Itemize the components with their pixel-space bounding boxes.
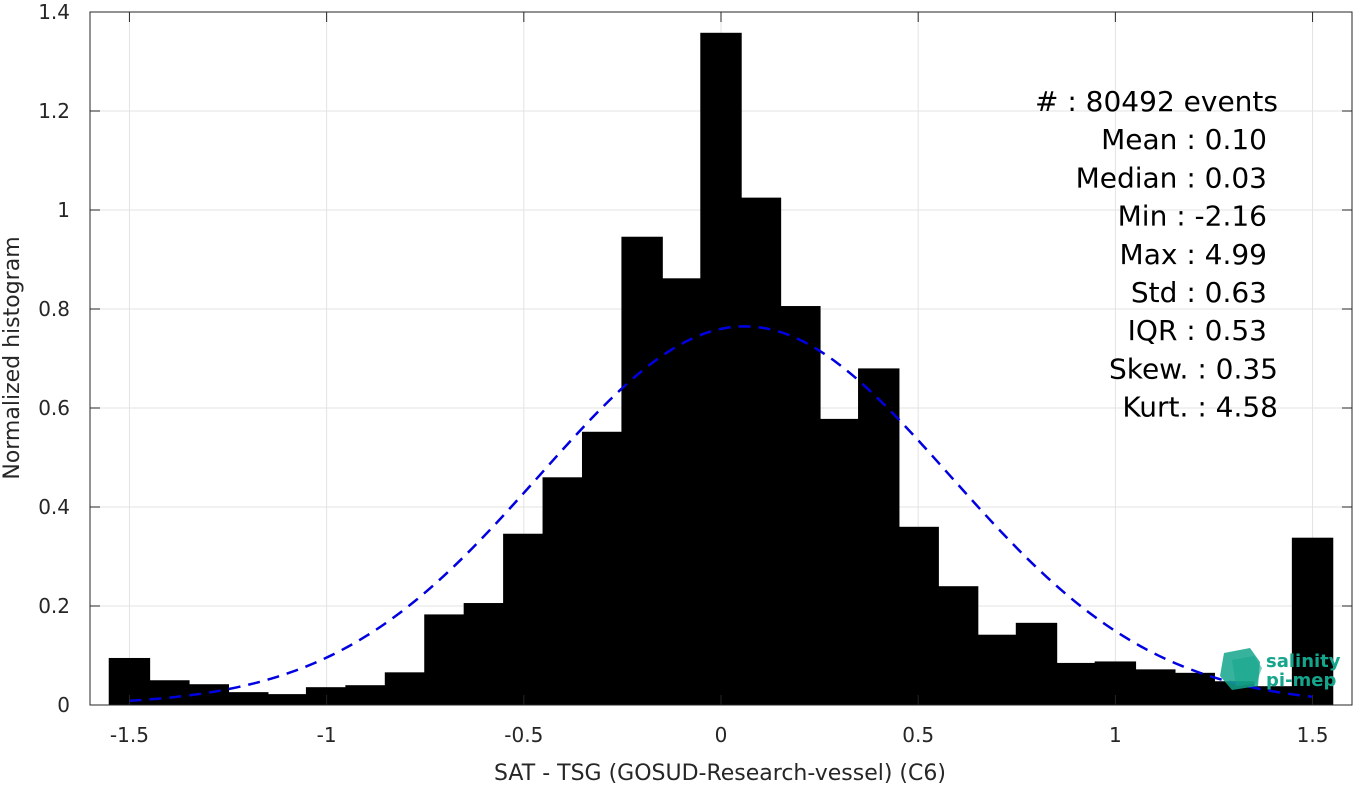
- y-tick-label-6: 1.2: [38, 99, 70, 123]
- x-tick-label-4: 0.5: [902, 723, 934, 747]
- logo-mark-icon: [1220, 648, 1262, 690]
- ticks: [90, 11, 1352, 706]
- stat-line-4: Max : 4.99: [1120, 238, 1267, 271]
- bar-11: [542, 477, 584, 705]
- bar-10: [503, 533, 545, 705]
- y-tick-labels: 0 0.2 0.4 0.6 0.8 1 1.2 1.4: [38, 0, 70, 717]
- bar-26: [1134, 669, 1176, 705]
- bars: [108, 32, 1334, 706]
- bar-27: [1173, 672, 1215, 705]
- y-tick-label-0: 0: [57, 693, 70, 717]
- bar-22: [976, 634, 1018, 705]
- stat-line-5: Std : 0.63: [1131, 276, 1267, 309]
- y-tick-label-1: 0.2: [38, 594, 70, 618]
- stat-line-6: IQR : 0.53: [1128, 314, 1267, 347]
- stat-line-1: Mean : 0.10: [1101, 123, 1267, 156]
- x-tick-label-0: -1.5: [110, 723, 149, 747]
- bar-18: [818, 418, 861, 705]
- logo-line1: salinity: [1266, 651, 1341, 672]
- bar-29: [1252, 686, 1294, 705]
- y-axis-label: Normalized histogram: [0, 236, 25, 479]
- bar-15: [700, 32, 742, 706]
- x-tick-label-2: -0.5: [504, 723, 543, 747]
- bar-6: [345, 685, 387, 705]
- y-tick-label-3: 0.6: [38, 396, 70, 420]
- bar-12: [581, 431, 624, 705]
- bar-2: [187, 684, 230, 705]
- x-tick-label-1: -1: [317, 723, 337, 747]
- stat-line-2: Median : 0.03: [1076, 161, 1267, 194]
- salinity-pimep-logo: salinity pi-mep: [1220, 648, 1341, 691]
- x-tick-labels: -1.5 -1 -0.5 0 0.5 1 1.5: [110, 723, 1329, 747]
- stat-line-8: Kurt. : 4.58: [1122, 391, 1278, 424]
- bar-4: [266, 694, 308, 705]
- x-tick-label-3: 0: [715, 723, 728, 747]
- y-tick-label-5: 1: [57, 198, 70, 222]
- bar-14: [660, 278, 703, 705]
- bar-21: [936, 586, 979, 705]
- bar-24: [1055, 662, 1097, 705]
- bar-13: [621, 236, 663, 706]
- stat-line-7: Skew. : 0.35: [1109, 352, 1278, 385]
- bar-23: [1015, 622, 1058, 705]
- x-axis-label: SAT - TSG (GOSUD-Research-vessel) (C6): [494, 761, 946, 785]
- bar-19: [858, 368, 900, 705]
- logo-line2: pi-mep: [1266, 670, 1336, 691]
- bar-7: [384, 672, 427, 705]
- stat-line-0: # : 80492 events: [1035, 85, 1278, 118]
- stats-box: # : 80492 events Mean : 0.10 Median : 0.03…: [1035, 85, 1278, 424]
- bar-9: [463, 603, 506, 705]
- normal-fit-curve: [129, 325, 1313, 703]
- stat-line-3: Min : -2.16: [1118, 200, 1267, 233]
- bar-30: [1291, 537, 1334, 705]
- bar-17: [779, 306, 821, 705]
- bar-1: [148, 680, 190, 705]
- y-tick-label-2: 0.4: [38, 495, 70, 519]
- y-tick-label-4: 0.8: [38, 297, 70, 321]
- y-tick-label-7: 1.4: [38, 0, 70, 24]
- x-tick-label-6: 1.5: [1297, 723, 1329, 747]
- bar-16: [739, 197, 782, 705]
- bar-8: [424, 614, 466, 705]
- bar-20: [897, 526, 939, 705]
- x-tick-label-5: 1: [1109, 723, 1122, 747]
- bar-3: [227, 692, 269, 705]
